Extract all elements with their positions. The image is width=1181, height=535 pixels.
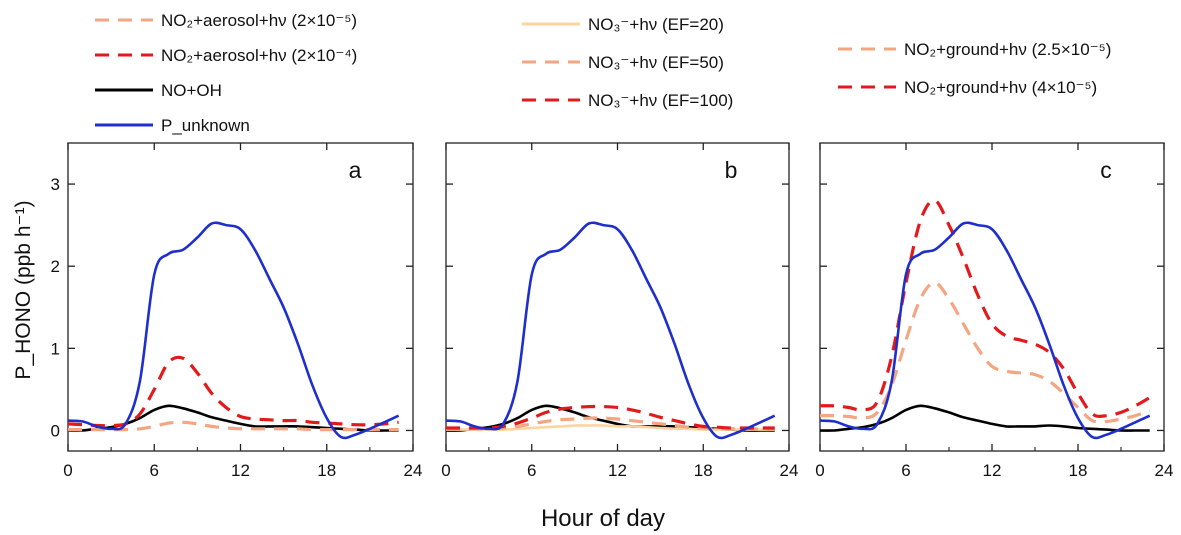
y-tick-label: 3 bbox=[51, 175, 60, 194]
x-tick-label: 6 bbox=[901, 461, 910, 480]
series-line-no-ground-h-4-10 bbox=[820, 198, 1151, 418]
legend-item-no-h-ef-100: NO₃⁻+hν (EF=100) bbox=[522, 91, 733, 110]
series-group bbox=[446, 221, 776, 440]
series-line-p-unknown bbox=[68, 221, 400, 440]
x-tick-label: 12 bbox=[983, 461, 1002, 480]
x-axis-label: Hour of day bbox=[541, 505, 665, 532]
x-tick-label: 6 bbox=[150, 461, 159, 480]
legend-item-no-h-ef-20: NO₃⁻+hν (EF=20) bbox=[522, 15, 724, 34]
y-tick-label: 0 bbox=[51, 421, 60, 440]
legend: NO₂+aerosol+hν (2×10⁻⁵) NO₂+aerosol+hν (2… bbox=[95, 11, 1111, 135]
y-axis-label: P_HONO (ppb h⁻¹) bbox=[12, 200, 35, 379]
y-tick-label: 2 bbox=[51, 257, 60, 276]
x-tick-label: 0 bbox=[63, 461, 72, 480]
x-tick-label: 18 bbox=[317, 461, 336, 480]
x-tick-label: 12 bbox=[231, 461, 250, 480]
panel-b: 0 6 12 18 24 b bbox=[441, 142, 799, 480]
legend-label: NO₂+aerosol+hν (2×10⁻⁴) bbox=[161, 46, 357, 65]
legend-label: NO₂+ground+hν (2.5×10⁻⁵) bbox=[904, 40, 1111, 59]
legend-label: P_unknown bbox=[161, 116, 250, 135]
plot-frame bbox=[819, 142, 1165, 452]
legend-label: NO₃⁻+hν (EF=20) bbox=[588, 15, 724, 34]
series-line-no-aerosol-h-2-10 bbox=[68, 420, 399, 432]
legend-item-no-aerosol-h-2-10: NO₂+aerosol+hν (2×10⁻⁴) bbox=[95, 46, 357, 65]
legend-label: NO₂+aerosol+hν (2×10⁻⁵) bbox=[161, 11, 357, 30]
plot-frame bbox=[67, 142, 414, 452]
legend-item-no-ground-h-4-10: NO₂+ground+hν (4×10⁻⁵) bbox=[838, 78, 1097, 97]
series-group bbox=[820, 198, 1151, 440]
series-group bbox=[68, 221, 400, 440]
series-line-p-unknown bbox=[820, 221, 1151, 440]
series-line-no-aerosol-h-2-10 bbox=[68, 355, 399, 428]
legend-item-no-ground-h-2-5-10: NO₂+ground+hν (2.5×10⁻⁵) bbox=[838, 40, 1111, 59]
x-tick-label: 0 bbox=[441, 461, 450, 480]
series-line-no-ground-h-2-5-10 bbox=[820, 281, 1151, 424]
legend-label: NO₃⁻+hν (EF=100) bbox=[588, 91, 733, 110]
legend-item-no-h-ef-50: NO₃⁻+hν (EF=50) bbox=[522, 53, 724, 72]
x-tick-label: 24 bbox=[1155, 461, 1174, 480]
x-tick-label: 12 bbox=[608, 461, 627, 480]
x-tick-label: 18 bbox=[1069, 461, 1088, 480]
plot-frame bbox=[445, 142, 790, 452]
legend-label: NO₂+ground+hν (4×10⁻⁵) bbox=[904, 78, 1097, 97]
y-tick-label: 1 bbox=[51, 339, 60, 358]
panel-letter: a bbox=[349, 157, 362, 183]
x-tick-label: 24 bbox=[404, 461, 423, 480]
x-tick-label: 6 bbox=[527, 461, 536, 480]
panel-letter: c bbox=[1100, 157, 1112, 183]
legend-item-no-oh: NO+OH bbox=[95, 81, 222, 100]
x-tick-label: 24 bbox=[780, 461, 799, 480]
legend-label: NO₃⁻+hν (EF=50) bbox=[588, 53, 724, 72]
panel-c: 0 6 12 18 24 c bbox=[815, 142, 1174, 480]
series-line-p-unknown bbox=[446, 221, 776, 440]
x-tick-label: 18 bbox=[694, 461, 713, 480]
x-tick-label: 0 bbox=[815, 461, 824, 480]
legend-item-p-unknown: P_unknown bbox=[95, 116, 250, 135]
legend-label: NO+OH bbox=[161, 81, 222, 100]
panel-letter: b bbox=[725, 157, 738, 183]
legend-item-no-aerosol-h-2-10: NO₂+aerosol+hν (2×10⁻⁵) bbox=[95, 11, 357, 30]
